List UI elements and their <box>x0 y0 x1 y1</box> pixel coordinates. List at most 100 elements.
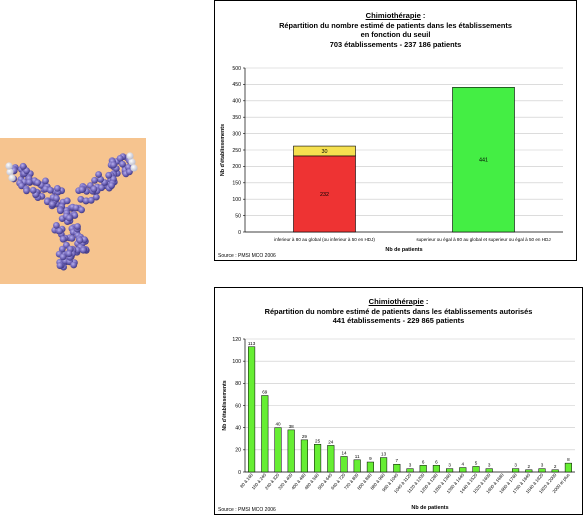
antibody-tip-bead <box>130 164 138 172</box>
chart-threshold-distribution: Chimiothérapie : Répartition du nombre e… <box>214 0 577 261</box>
chart1-bar <box>452 87 515 233</box>
chart2-data-label: 3 <box>541 463 544 468</box>
chart1-ytick-label: 100 <box>232 197 241 203</box>
antibody-bead <box>34 179 41 187</box>
chart2-data-label: 38 <box>289 424 295 429</box>
chart2-data-label: 13 <box>381 452 387 457</box>
chart1-category-label: inferieur à 80 au global (ou inferieur à… <box>274 237 375 242</box>
antibody-bead <box>25 178 33 186</box>
chart2-bar <box>551 469 559 473</box>
chart1-subtitle-3: 703 établissements - 237 186 patients <box>329 39 462 49</box>
chart2-subtitle-1: Répartition du nombre estimé de patients… <box>264 306 533 316</box>
chart-authorized-distribution: Chimiothérapie : Répartition du nombre e… <box>214 287 583 515</box>
chart2-data-label: 2 <box>528 464 531 469</box>
chart2-bar <box>274 427 282 473</box>
antibody-bead <box>29 186 37 194</box>
chart2-bar <box>459 467 467 473</box>
chart1-xlabel: Nb de patients <box>385 247 422 253</box>
antibody-tip-bead <box>8 174 16 182</box>
chart2-bar <box>432 465 440 473</box>
antibody-bead <box>91 176 98 184</box>
antibody-icon <box>0 138 146 284</box>
antibody-beads <box>5 152 138 271</box>
chart1-ytick-label: 250 <box>232 148 241 154</box>
antibody-bead <box>23 187 30 195</box>
antibody-bead <box>68 235 76 242</box>
chart2-bar <box>314 444 322 473</box>
chart2-data-label: 14 <box>341 450 347 455</box>
antibody-bead <box>105 171 113 179</box>
chart2-bar <box>380 457 388 473</box>
chart2-ytick-label: 80 <box>235 381 241 387</box>
chart2-bar <box>300 439 308 473</box>
chart2-data-label: 6 <box>422 459 425 464</box>
antibody-bead <box>79 246 87 254</box>
chart2-bar <box>340 456 348 473</box>
antibody-bead <box>19 162 27 170</box>
antibody-bead <box>87 196 95 204</box>
chart2-data-label: 69 <box>262 390 268 395</box>
chart2-bar <box>419 465 427 473</box>
chart2-data-label: 24 <box>328 439 334 444</box>
chart1-title: Chimiothérapie <box>365 11 421 20</box>
chart1-ytick-label: 200 <box>232 164 241 170</box>
chart2-data-label: 6 <box>435 459 438 464</box>
chart2-ytick-label: 120 <box>232 337 241 343</box>
chart2-ytick-label: 0 <box>238 470 241 476</box>
antibody-bead <box>72 204 80 212</box>
chart2-title-suffix: : <box>423 297 429 306</box>
chart1-ylabel: Nb d'établissements <box>220 124 226 176</box>
antibody-bead <box>57 207 64 215</box>
chart1-plot: 0 50 100 150 200 250 300 350 400 450 500 232 30 infer… <box>220 66 563 253</box>
antibody-bead <box>82 197 90 205</box>
chart2-bar <box>472 466 480 473</box>
chart2-data-label: 2 <box>554 464 557 469</box>
chart1-ytick-label: 300 <box>232 131 241 137</box>
chart1-ytick-label: 450 <box>232 82 241 88</box>
chart2-bar <box>393 463 401 473</box>
chart1-ytick-label: 50 <box>235 213 241 219</box>
antibody-bead <box>77 195 85 203</box>
chart1-ytick-label: 350 <box>232 115 241 121</box>
chart2-data-label: 5 <box>475 460 478 465</box>
chart2-data-label: 9 <box>369 456 372 461</box>
chart2-ytick-label: 60 <box>235 403 241 409</box>
chart2-data-label: 113 <box>248 341 256 346</box>
chart2-bar <box>538 468 546 473</box>
chart2-title: Chimiothérapie <box>368 297 424 306</box>
chart2-bar <box>248 346 256 473</box>
antibody-bead <box>119 160 126 168</box>
chart2-bar <box>512 468 520 473</box>
chart2-bar <box>406 468 414 473</box>
antibody-bead <box>59 235 67 243</box>
chart1-category-label: superieur ou égal à 80 au global et supe… <box>416 237 550 242</box>
antibody-bead <box>53 195 60 202</box>
antibody-bead <box>116 155 124 162</box>
chart2-bar <box>261 395 269 473</box>
antibody-bead <box>65 214 73 222</box>
antibody-bead <box>95 171 102 178</box>
chart2-data-label: 40 <box>275 422 281 427</box>
chart2-bar <box>525 469 533 473</box>
chart2-title-block: Chimiothérapie : Répartition du nombre e… <box>215 297 582 326</box>
chart1-source: Source : PMSI MCO 2006 <box>218 253 276 259</box>
antibody-bead <box>74 223 81 230</box>
chart2-bar <box>366 461 374 473</box>
chart2-ytick-label: 100 <box>232 359 241 365</box>
antibody-tip-bead <box>5 162 13 170</box>
antibody-bead <box>59 253 67 261</box>
chart1-ytick-label: 400 <box>232 99 241 105</box>
chart2-data-label: 3 <box>409 463 412 468</box>
antibody-bead <box>58 245 66 253</box>
chart1-ytick-label: 500 <box>232 66 241 72</box>
chart2-data-label: 3 <box>514 463 517 468</box>
antibody-bead <box>18 182 25 190</box>
antibody-tip-bead <box>126 152 134 160</box>
antibody-bead <box>110 161 117 169</box>
chart2-bar <box>287 429 295 473</box>
antibody-bead <box>56 262 64 270</box>
antibody-bead <box>53 222 60 229</box>
chart2-xlabel: Nb de patients <box>411 505 448 511</box>
chart2-ytick-label: 40 <box>235 425 241 431</box>
